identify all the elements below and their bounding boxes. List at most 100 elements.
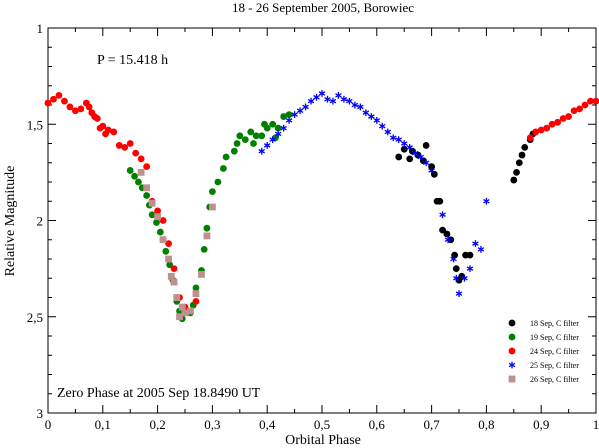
x-axis: 0 0,1 0,2 0,3 0,4 0,5 0,6 0,7 0,8 0,9 1: [45, 28, 599, 432]
data-point: [329, 97, 337, 105]
data-point: [241, 136, 249, 144]
data-point: [296, 107, 304, 115]
data-point: [543, 124, 551, 132]
data-point: [592, 97, 599, 105]
data-point: [581, 101, 589, 109]
data-point: [187, 307, 194, 315]
x-tick-label: 0,6: [369, 417, 386, 432]
x-tick-label: 0,3: [204, 417, 220, 432]
data-point: [439, 226, 446, 234]
data-point: [258, 132, 266, 140]
data-point: [153, 219, 160, 226]
data-point: [428, 163, 435, 171]
y-tick-label: 2: [37, 214, 44, 229]
data-point: [285, 117, 293, 124]
data-point: [178, 303, 186, 311]
data-point: [452, 265, 460, 273]
x-tick-label: 0: [45, 417, 52, 432]
data-point: [291, 111, 298, 119]
data-point: [335, 91, 342, 99]
data-point: [565, 113, 572, 120]
data-point: [143, 184, 151, 192]
legend: 18 Sep, C filter 19 Sep, C filter 24 Sep, …: [508, 319, 579, 384]
data-point: [430, 170, 438, 178]
data-point: [44, 99, 52, 107]
data-point: [439, 211, 446, 219]
data-point: [548, 120, 556, 128]
data-point: [466, 265, 474, 273]
data-point: [570, 107, 578, 115]
data-point: [72, 107, 79, 115]
data-point: [587, 97, 594, 105]
data-point: [422, 159, 430, 167]
data-point: [137, 168, 145, 176]
data-point: [351, 101, 359, 109]
data-point: [170, 278, 178, 286]
data-point: [510, 176, 518, 184]
data-point: [121, 143, 129, 151]
y-axis: 1 1,5 2 2,5 3: [27, 21, 596, 421]
data-point: [302, 103, 309, 111]
legend-label: 19 Sep, C filter: [530, 333, 579, 342]
data-point: [167, 272, 175, 280]
data-point: [447, 236, 455, 244]
data-point: [389, 134, 397, 142]
x-tick-label: 0,1: [95, 417, 111, 432]
y-tick-label: 2,5: [27, 310, 43, 325]
data-point: [263, 124, 271, 132]
data-point: [162, 247, 170, 255]
data-point: [313, 93, 320, 101]
data-point: [461, 274, 468, 282]
data-point: [209, 203, 216, 211]
data-point: [537, 126, 545, 134]
data-point: [576, 105, 583, 113]
data-point: [143, 163, 151, 171]
y-tick-label: 3: [37, 406, 44, 421]
y-tick-label: 1: [37, 21, 44, 36]
data-point: [526, 134, 534, 142]
data-point: [263, 142, 271, 149]
data-point: [132, 149, 140, 157]
data-point: [400, 140, 408, 147]
x-axis-label: Orbital Phase: [285, 433, 361, 448]
plot-area: 0 0,1 0,2 0,3 0,4 0,5 0,6 0,7 0,8 0,9 1 1 1,5 2 2,5 3: [27, 21, 599, 432]
data-point: [209, 188, 216, 196]
data-point: [154, 207, 162, 215]
data-point: [165, 255, 172, 263]
data-point: [159, 236, 167, 244]
data-point: [406, 143, 413, 151]
data-point: [214, 178, 222, 186]
x-tick-label: 0,4: [259, 417, 276, 432]
legend-marker: [508, 333, 516, 341]
data-point: [455, 290, 463, 298]
data-point: [93, 115, 101, 122]
data-point: [61, 97, 68, 105]
data-point: [85, 103, 93, 111]
data-point: [198, 271, 205, 278]
data-point: [422, 142, 430, 149]
data-point: [444, 236, 452, 244]
data-point: [148, 211, 156, 219]
data-point: [192, 297, 200, 305]
period-annotation: P = 15.418 h: [97, 53, 168, 68]
data-point: [247, 128, 255, 136]
data-point: [274, 130, 282, 138]
data-point: [513, 168, 520, 176]
data-point: [192, 290, 200, 298]
data-point: [428, 167, 435, 174]
data-point: [219, 165, 227, 172]
data-point: [148, 199, 156, 207]
data-point: [280, 124, 287, 132]
data-point: [450, 255, 457, 263]
data-point: [166, 261, 174, 269]
data-point: [258, 147, 265, 155]
data-point: [137, 155, 145, 163]
data-point: [379, 122, 386, 130]
data-point: [280, 113, 288, 120]
data-point: [443, 230, 451, 238]
data-point: [159, 217, 167, 224]
x-tick-label: 0,8: [478, 417, 494, 432]
data-marks: [44, 90, 599, 323]
legend-marker: [508, 375, 516, 383]
